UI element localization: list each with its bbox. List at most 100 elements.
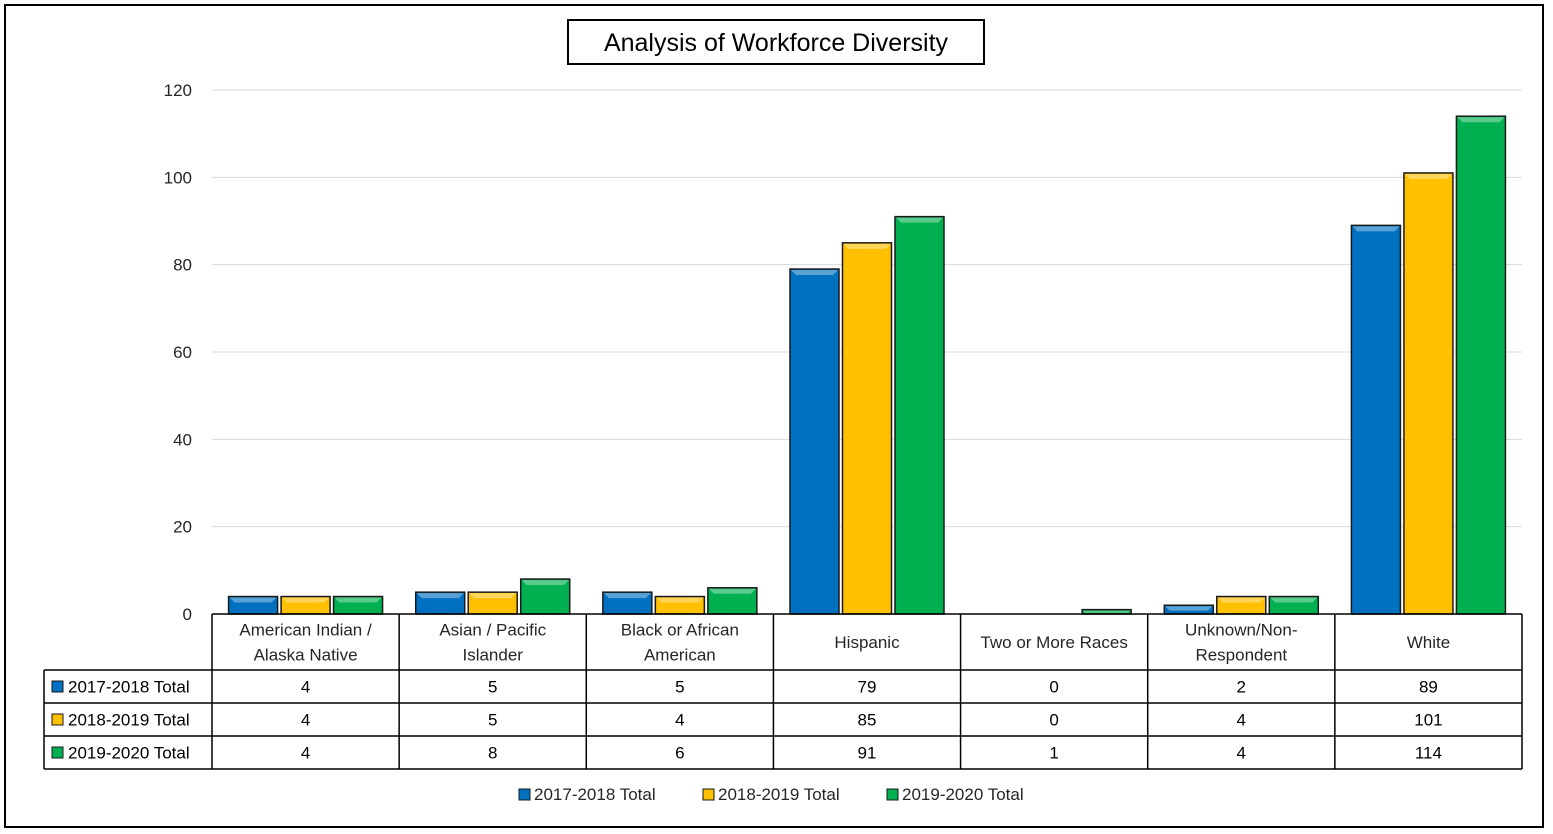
bar-bevel (843, 243, 891, 249)
bar-bevel (1217, 597, 1265, 603)
table-value-cell: 5 (488, 678, 497, 697)
legend-swatch (702, 788, 715, 801)
chart-svg: Analysis of Workforce Diversity 02040608… (43, 19, 1523, 804)
bar-bevel (416, 593, 464, 599)
chart-title: Analysis of Workforce Diversity (604, 29, 949, 57)
y-tick-label: 60 (173, 343, 192, 362)
chart-title-box: Analysis of Workforce Diversity (567, 19, 985, 65)
y-tick-label: 0 (183, 605, 192, 624)
table-value-cell: 4 (1237, 744, 1246, 763)
bar (1455, 115, 1507, 615)
y-tick-label: 40 (173, 430, 192, 449)
bar-bevel (1352, 226, 1400, 232)
category-label: American (644, 646, 716, 665)
bar (1350, 224, 1402, 615)
table-value-cell: 4 (301, 678, 310, 697)
table-value-cell: 114 (1415, 744, 1442, 763)
table-value-cell: 8 (488, 744, 497, 763)
category-label: Two or More Races (980, 633, 1127, 652)
bar-bevel (896, 217, 943, 223)
legend-item: 2019-2020 Total (886, 785, 1024, 804)
bar-body (894, 215, 945, 615)
series-name-cell: 2017-2018 Total (68, 678, 190, 697)
bar-body (1350, 224, 1402, 615)
bar (841, 242, 893, 615)
bar-bevel (334, 597, 382, 603)
table-value-cell: 91 (858, 744, 877, 763)
legend-label: 2019-2020 Total (902, 785, 1024, 804)
series-name-cell: 2018-2019 Total (68, 711, 190, 730)
bar-body (841, 242, 893, 615)
bar (467, 591, 518, 615)
bar (654, 595, 706, 615)
bar-bevel (1165, 606, 1213, 611)
y-tick-label: 80 (173, 256, 192, 275)
bar-bevel (521, 580, 569, 586)
table-value-cell: 2 (1237, 678, 1246, 697)
y-axis-ticks: 0 20 40 60 80 100 120 (164, 81, 192, 624)
bar (789, 268, 840, 615)
table-legend-key (51, 746, 64, 759)
bar (280, 595, 331, 615)
category-label: Alaska Native (254, 646, 358, 665)
category-label: American Indian / (239, 621, 372, 640)
bar-body (789, 268, 840, 615)
bar (1163, 604, 1215, 615)
table-value-cell: 85 (858, 711, 877, 730)
category-label: Respondent (1195, 646, 1287, 665)
bar (1268, 595, 1320, 615)
table-value-cell: 89 (1419, 678, 1438, 697)
table-value-cell: 101 (1414, 711, 1442, 730)
bar (1081, 608, 1132, 615)
y-tick-label: 120 (164, 81, 192, 100)
bar (414, 591, 466, 615)
table-legend-key (51, 713, 64, 726)
bar (602, 591, 653, 615)
chart-frame: Analysis of Workforce Diversity 0 20 40 60 8… (4, 4, 1544, 828)
bar-body (1455, 115, 1507, 615)
bar-bevel (791, 270, 838, 276)
table-value-cell: 5 (488, 711, 497, 730)
bar-body (1403, 172, 1454, 615)
legend-swatch (886, 788, 899, 801)
bar (1216, 595, 1267, 615)
bar-bevel (1270, 597, 1318, 603)
table-value-cell: 0 (1049, 678, 1058, 697)
bar (707, 587, 758, 615)
bar (1403, 172, 1454, 615)
series-name-cell: 2019-2020 Total (68, 744, 190, 763)
category-label: Asian / Pacific (439, 621, 546, 640)
legend-label: 2018-2019 Total (718, 785, 840, 804)
table-value-cell: 4 (301, 744, 310, 763)
legend: 2017-2018 Total 2018-2019 Total 2019-2020 … (518, 785, 1024, 804)
category-label: Black or African (621, 621, 739, 640)
table-value-cell: 4 (1237, 711, 1246, 730)
bars (212, 115, 1522, 615)
category-label: Islander (462, 646, 523, 665)
bar-bevel (1404, 173, 1452, 179)
category-label: White (1407, 633, 1450, 652)
table-value-cell: 79 (858, 678, 877, 697)
table-value-cell: 5 (675, 678, 684, 697)
gridlines (212, 89, 1522, 528)
bar-bevel (603, 593, 651, 599)
bar (894, 215, 945, 615)
table-value-cell: 0 (1049, 711, 1058, 730)
bar (519, 578, 571, 615)
table-value-cell: 1 (1049, 744, 1058, 763)
bar-bevel (469, 593, 517, 599)
category-label: Hispanic (834, 633, 900, 652)
table-value-cell: 4 (301, 711, 310, 730)
bar-bevel (229, 597, 277, 603)
legend-item: 2017-2018 Total (518, 785, 656, 804)
bar (227, 595, 279, 615)
legend-swatch (518, 788, 531, 801)
bar-bevel (1083, 610, 1131, 613)
y-tick-label: 20 (173, 518, 192, 537)
y-tick-label: 100 (164, 168, 192, 187)
legend-item: 2018-2019 Total (702, 785, 840, 804)
table-legend-key (51, 680, 64, 693)
data-table: American Indian / Alaska Native Asian / Pa… (43, 614, 1523, 770)
category-label: Unknown/Non- (1185, 621, 1297, 640)
bar-bevel (656, 597, 704, 603)
